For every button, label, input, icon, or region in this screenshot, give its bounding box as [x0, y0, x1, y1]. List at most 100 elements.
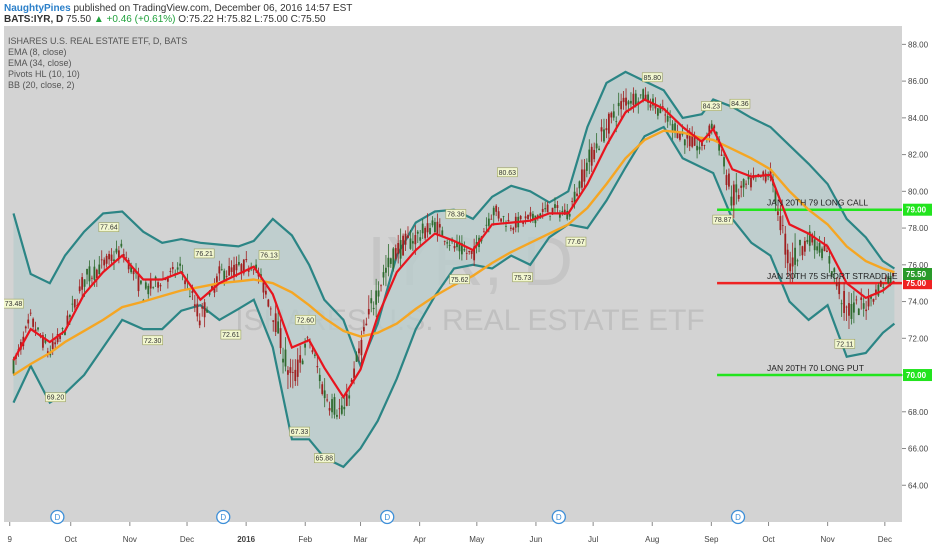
candle-body: [24, 326, 27, 329]
candle-body: [679, 133, 681, 140]
candle-body: [56, 334, 59, 343]
candle-body: [438, 224, 441, 228]
legend-pivots[interactable]: Pivots HL (10, 10): [8, 69, 80, 79]
candle-body: [367, 309, 370, 315]
candle-body: [68, 315, 71, 318]
candle-body: [821, 248, 823, 259]
candle-body: [399, 240, 402, 259]
candle-body: [590, 146, 593, 166]
candle-body: [617, 102, 620, 107]
candle-body: [541, 208, 544, 212]
legend-ema8[interactable]: EMA (8, close): [8, 47, 67, 57]
candle-body: [385, 267, 387, 273]
candle-body: [137, 274, 140, 292]
candle-body: [485, 224, 488, 226]
candle-body: [456, 241, 458, 248]
candle-body: [571, 200, 574, 202]
pivot-box: [712, 214, 734, 225]
candle-body: [86, 268, 88, 275]
level-annotation: JAN 20TH 75 SHORT STRADDLE: [767, 271, 898, 281]
pivot-box: [314, 453, 335, 464]
candle-body: [507, 219, 510, 222]
candle-body: [225, 276, 228, 277]
candle-body: [882, 287, 885, 288]
pivot-box: [449, 274, 470, 285]
candle-body: [125, 257, 128, 259]
candle-body: [233, 264, 235, 277]
dividend-marker-label: D: [735, 513, 741, 522]
candle-body: [551, 207, 554, 215]
pivot-box: [193, 248, 215, 259]
candle-body: [154, 276, 157, 280]
candle-body: [473, 246, 476, 261]
candle-body: [95, 269, 98, 278]
candle-body: [157, 282, 159, 288]
candle-body: [483, 231, 485, 233]
pivot-box: [98, 222, 120, 232]
candle-body: [723, 157, 725, 167]
pivot-box: [512, 272, 533, 283]
pivot-box: [142, 335, 164, 346]
candle-body: [554, 204, 556, 209]
candle-body: [632, 93, 635, 105]
candle-body: [51, 341, 54, 350]
candle-body: [803, 240, 806, 252]
candle-body: [59, 335, 61, 339]
candle-body: [745, 183, 747, 185]
candle-body: [353, 368, 355, 379]
candle-body: [140, 280, 142, 284]
candle-body: [100, 259, 103, 261]
candle-body: [113, 259, 115, 262]
pivot-label: 72.60: [296, 317, 314, 324]
candle-body: [34, 329, 37, 332]
candle-body: [272, 320, 275, 322]
candle-body: [725, 175, 728, 186]
candle-body: [380, 285, 382, 287]
candle-body: [287, 370, 289, 375]
candle-body: [794, 247, 796, 265]
candle-body: [316, 365, 319, 368]
candle-body: [642, 89, 645, 101]
candle-body: [813, 239, 816, 251]
candle-body: [781, 225, 784, 226]
candle-body: [857, 308, 860, 316]
candle-body: [130, 264, 133, 273]
candle-body: [176, 267, 179, 270]
pivot-box: [294, 314, 316, 325]
candle-body: [671, 123, 674, 132]
candle-body: [362, 327, 365, 332]
candle-body: [693, 136, 696, 146]
candle-body: [66, 315, 69, 327]
y-tick-label: 74.00: [908, 298, 929, 307]
candle-body: [269, 308, 272, 310]
candle-body: [588, 149, 591, 163]
x-tick-label: Dec: [180, 535, 194, 544]
candle-body: [355, 354, 358, 362]
dividend-marker: [216, 509, 231, 525]
pivot-label: 84.36: [731, 101, 749, 108]
candle-body: [331, 399, 333, 413]
candle-body: [669, 116, 672, 118]
candle-body: [465, 252, 468, 254]
candle-body: [377, 290, 380, 297]
candle-body: [512, 227, 515, 231]
time-axis[interactable]: [0, 522, 932, 550]
ema8-line: [12, 98, 896, 400]
pivot-label: 65.88: [316, 456, 334, 463]
candle-body: [522, 221, 525, 224]
candle-body: [767, 175, 770, 177]
candle-body: [64, 330, 66, 335]
x-tick-label: 9: [7, 535, 12, 544]
candle-body: [318, 374, 321, 382]
level-axis-box: [903, 203, 932, 216]
author-name[interactable]: NaughtyPines: [4, 3, 71, 14]
legend-bb[interactable]: BB (20, close, 2): [8, 80, 75, 90]
candle-body: [622, 97, 625, 103]
legend-ema34[interactable]: EMA (34, close): [8, 58, 72, 68]
candle-body: [627, 101, 630, 105]
candle-body: [536, 215, 539, 217]
candle-body: [429, 228, 431, 235]
candle-body: [664, 114, 667, 116]
x-tick-label: Apr: [413, 535, 426, 544]
candle-body: [708, 125, 711, 137]
